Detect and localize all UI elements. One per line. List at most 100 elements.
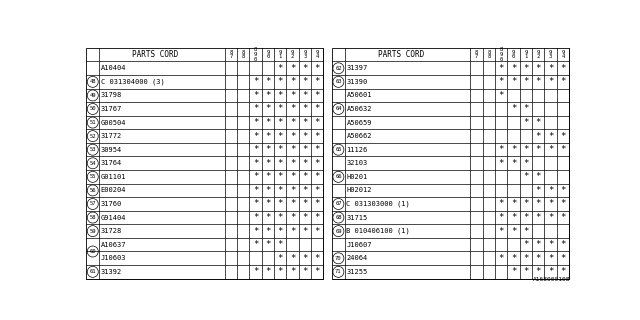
Text: *: * [524, 213, 529, 222]
Text: *: * [290, 145, 295, 154]
Text: *: * [524, 240, 529, 249]
Text: *: * [314, 118, 320, 127]
Text: A10637: A10637 [101, 242, 126, 248]
Text: *: * [278, 186, 283, 195]
Text: 32103: 32103 [346, 160, 368, 166]
Text: *: * [536, 186, 541, 195]
Text: 52: 52 [90, 134, 96, 139]
Text: *: * [265, 91, 271, 100]
Text: *: * [314, 145, 320, 154]
Text: 8
7: 8 7 [229, 50, 232, 60]
Text: *: * [536, 240, 541, 249]
Text: *: * [499, 199, 504, 209]
Text: *: * [302, 145, 308, 154]
Text: *: * [290, 64, 295, 73]
Text: *: * [314, 186, 320, 195]
Text: A50662: A50662 [346, 133, 372, 139]
Text: PARTS CORD: PARTS CORD [132, 50, 179, 59]
Text: *: * [302, 91, 308, 100]
Text: 60: 60 [90, 249, 96, 254]
Text: A50659: A50659 [346, 120, 372, 125]
Text: 67: 67 [335, 202, 342, 206]
Text: *: * [290, 254, 295, 263]
Text: 31764: 31764 [101, 160, 122, 166]
Text: *: * [278, 172, 283, 181]
Text: 71: 71 [335, 269, 342, 274]
Text: H0201: H0201 [346, 174, 368, 180]
Text: *: * [278, 213, 283, 222]
Text: *: * [548, 240, 553, 249]
Text: 56: 56 [90, 188, 96, 193]
Text: *: * [302, 267, 308, 276]
Text: 61: 61 [90, 269, 96, 274]
Text: *: * [253, 132, 259, 141]
Text: *: * [314, 213, 320, 222]
Text: *: * [290, 213, 295, 222]
Text: 11126: 11126 [346, 147, 368, 153]
Text: *: * [560, 240, 566, 249]
Text: *: * [548, 77, 553, 86]
Text: *: * [499, 91, 504, 100]
Text: 69: 69 [335, 229, 342, 234]
Text: *: * [511, 199, 516, 209]
Text: J10603: J10603 [101, 255, 126, 261]
Text: *: * [253, 145, 259, 154]
Text: *: * [265, 105, 271, 114]
Text: PARTS CORD: PARTS CORD [378, 50, 424, 59]
Text: *: * [560, 77, 566, 86]
Text: *: * [536, 145, 541, 154]
Text: *: * [536, 132, 541, 141]
Text: *: * [290, 186, 295, 195]
Text: *: * [314, 267, 320, 276]
Text: *: * [524, 118, 529, 127]
Text: *: * [560, 64, 566, 73]
Text: 8
9
0: 8 9 0 [500, 47, 503, 62]
Text: *: * [278, 240, 283, 249]
Text: G01101: G01101 [101, 174, 126, 180]
Text: *: * [548, 254, 553, 263]
Text: 31392: 31392 [101, 269, 122, 275]
Text: *: * [314, 254, 320, 263]
Text: 31760: 31760 [101, 201, 122, 207]
Bar [332, 48, 569, 279]
Text: 9
2: 9 2 [536, 50, 540, 60]
Text: *: * [265, 159, 271, 168]
Text: *: * [536, 172, 541, 181]
Text: H02012: H02012 [346, 188, 372, 193]
Text: 51: 51 [90, 120, 96, 125]
Text: J10607: J10607 [346, 242, 372, 248]
Text: 9
4: 9 4 [561, 50, 564, 60]
Text: *: * [302, 213, 308, 222]
Text: *: * [524, 199, 529, 209]
Text: *: * [253, 172, 259, 181]
Text: *: * [536, 254, 541, 263]
Text: *: * [524, 105, 529, 114]
Text: *: * [278, 64, 283, 73]
Text: *: * [524, 77, 529, 86]
Text: *: * [314, 91, 320, 100]
Text: *: * [278, 159, 283, 168]
Text: *: * [302, 159, 308, 168]
Text: *: * [302, 64, 308, 73]
Text: 9
0: 9 0 [266, 50, 269, 60]
Text: 9
2: 9 2 [291, 50, 294, 60]
Text: *: * [511, 213, 516, 222]
Text: *: * [302, 172, 308, 181]
Text: *: * [265, 199, 271, 209]
Text: *: * [536, 199, 541, 209]
Text: *: * [560, 132, 566, 141]
Text: *: * [524, 172, 529, 181]
Text: 31728: 31728 [101, 228, 122, 234]
Text: *: * [314, 132, 320, 141]
Text: *: * [536, 77, 541, 86]
Text: 68: 68 [335, 215, 342, 220]
Text: *: * [253, 240, 259, 249]
Text: *: * [536, 64, 541, 73]
Text: *: * [290, 267, 295, 276]
Text: *: * [560, 213, 566, 222]
Text: *: * [265, 172, 271, 181]
Text: 8
7: 8 7 [475, 50, 478, 60]
Text: *: * [314, 172, 320, 181]
Text: *: * [278, 118, 283, 127]
Text: *: * [302, 186, 308, 195]
